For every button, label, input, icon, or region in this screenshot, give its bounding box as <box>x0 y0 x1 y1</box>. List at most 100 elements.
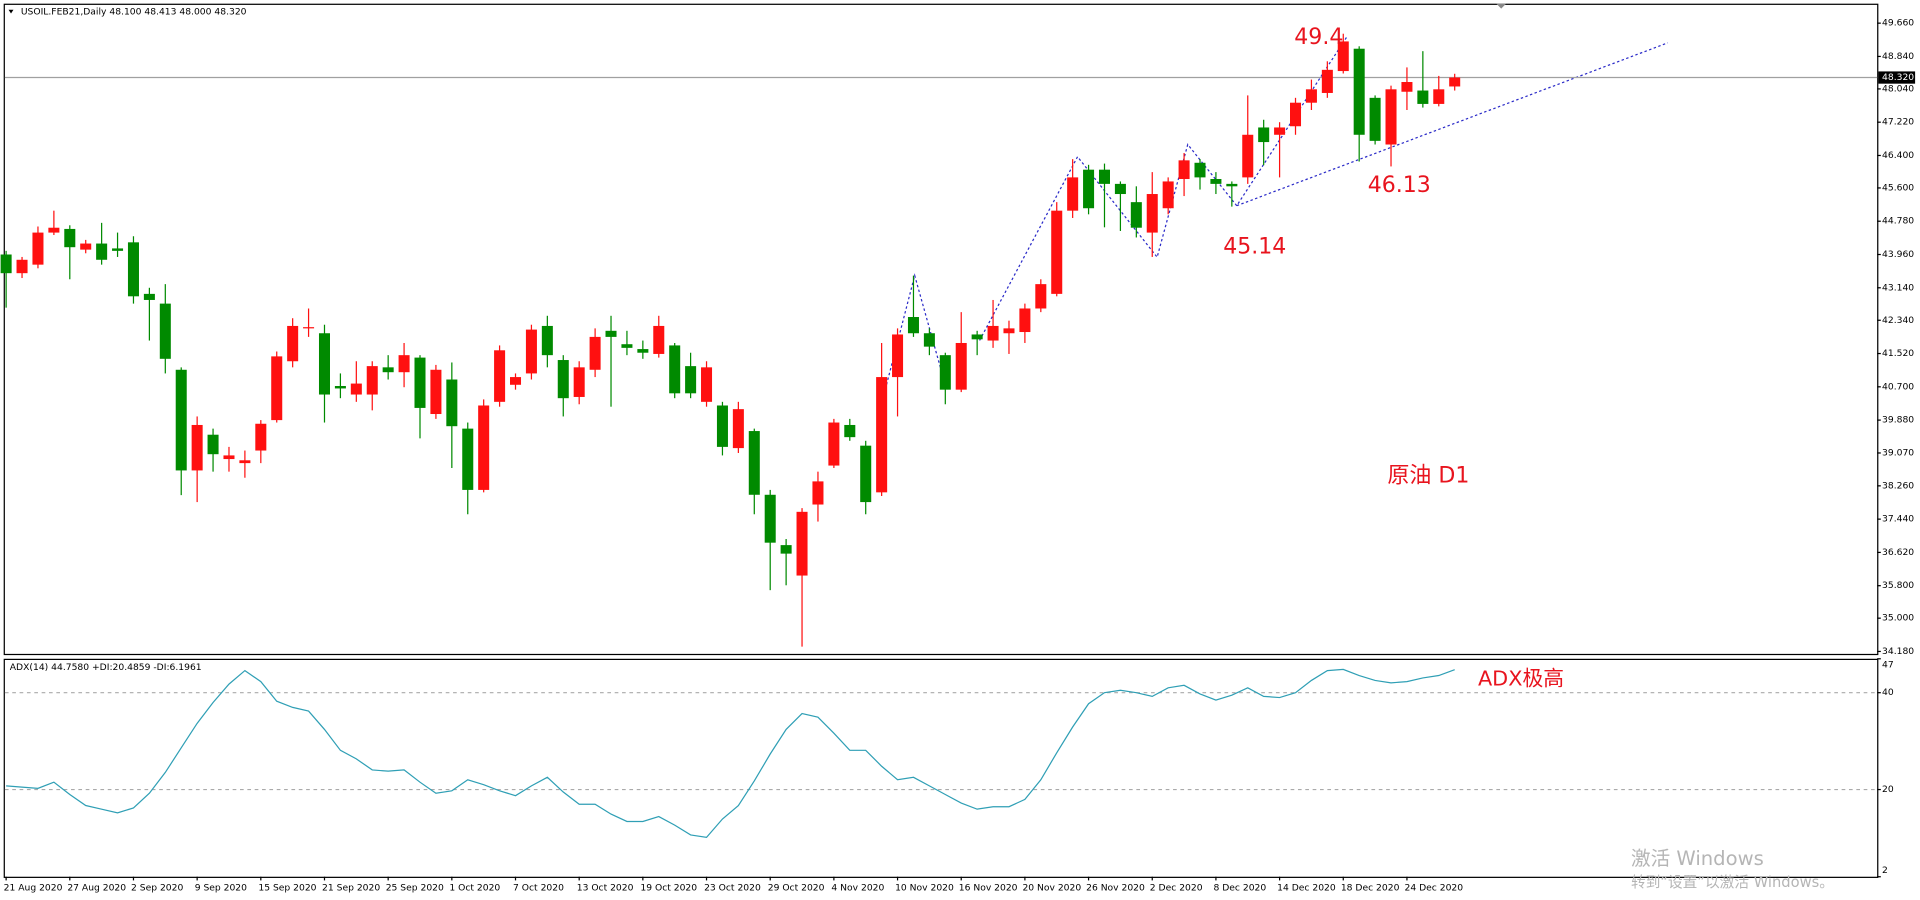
price-label-box <box>1878 71 1916 84</box>
candle-body <box>143 293 155 300</box>
candle-body <box>1258 127 1270 143</box>
candle-body <box>971 334 983 340</box>
x-tick-label: 20 Nov 2020 <box>1022 882 1081 893</box>
x-tick-label: 21 Aug 2020 <box>4 882 63 893</box>
candle-body <box>796 511 808 576</box>
candle-body <box>191 424 203 471</box>
candle-body <box>1290 102 1302 127</box>
y-tick-label: 36.620 <box>1882 547 1914 558</box>
candle-body <box>955 342 967 390</box>
price-label: 48.320 <box>1882 72 1914 83</box>
y-tick-label: 47.220 <box>1882 117 1914 128</box>
candle-body <box>64 228 76 248</box>
candle-body <box>1401 82 1413 92</box>
candle-body <box>1385 89 1397 145</box>
candle-body <box>685 366 697 394</box>
candle-body <box>1449 77 1461 87</box>
y-tick-label: 34.180 <box>1882 646 1914 657</box>
x-tick-label: 9 Sep 2020 <box>195 882 247 893</box>
x-tick-label: 1 Oct 2020 <box>449 882 500 893</box>
candle-body <box>1353 48 1365 135</box>
y-tick-label: 40 <box>1882 687 1894 698</box>
candle-body <box>1019 308 1031 333</box>
x-tick-label: 15 Sep 2020 <box>258 882 316 893</box>
y-tick-label: 39.070 <box>1882 447 1914 458</box>
candle-body <box>494 350 506 402</box>
candle-body <box>1114 183 1126 195</box>
candle-body <box>446 379 458 427</box>
candle-body <box>1083 169 1095 209</box>
candle-body <box>1337 41 1349 72</box>
candle-body <box>939 355 951 390</box>
candle-body <box>828 422 840 466</box>
candle-body <box>510 377 522 385</box>
candle-body <box>748 431 760 495</box>
candle-body <box>430 369 442 415</box>
candle-body <box>271 356 283 421</box>
candle-body <box>80 243 92 250</box>
y-tick-label: 41.520 <box>1882 348 1914 359</box>
candle-body <box>16 259 28 274</box>
y-tick-label: 45.600 <box>1882 182 1914 193</box>
candle-body <box>876 377 888 493</box>
candle-body <box>239 460 251 464</box>
candle-body <box>48 227 60 233</box>
candle-body <box>207 434 219 455</box>
candle-body <box>732 409 744 449</box>
y-tick-label: 38.260 <box>1882 480 1914 491</box>
main-panel-frame <box>3 3 1879 656</box>
y-tick-label: 35.800 <box>1882 580 1914 591</box>
candle-body <box>1178 160 1190 180</box>
candle-body <box>812 481 824 505</box>
candle-body <box>1433 89 1445 104</box>
candle-body <box>334 386 346 389</box>
candle-body <box>462 428 474 490</box>
y-tick-label: 40.700 <box>1882 381 1914 392</box>
candle-body <box>1194 162 1206 178</box>
candle-body <box>350 383 362 395</box>
y-tick-label: 47 <box>1882 659 1894 670</box>
candle-body <box>860 445 872 503</box>
candle-body <box>1242 134 1254 178</box>
x-tick-label: 18 Dec 2020 <box>1341 882 1400 893</box>
candle-body <box>1321 69 1333 93</box>
candle-body <box>32 232 44 265</box>
candle-body <box>1003 328 1015 334</box>
candle-body <box>303 327 315 329</box>
candle-body <box>589 336 601 370</box>
y-tick-label: 43.140 <box>1882 282 1914 293</box>
annotation: 49.4 <box>1294 25 1343 50</box>
y-tick-label: 48.040 <box>1882 83 1914 94</box>
candle-body <box>557 360 569 399</box>
candle-body <box>112 248 124 251</box>
y-tick-label: 49.660 <box>1882 18 1914 29</box>
candle-body <box>1162 181 1174 209</box>
menu-triangle <box>8 9 14 14</box>
y-tick-label: 20 <box>1882 784 1894 795</box>
x-tick-label: 25 Sep 2020 <box>386 882 444 893</box>
y-tick-label: 39.880 <box>1882 415 1914 426</box>
candle-body <box>1146 194 1158 233</box>
candle-body <box>637 349 649 353</box>
candle-body <box>987 325 999 341</box>
candle-body <box>1305 89 1317 103</box>
candle-body <box>223 455 235 460</box>
candle-body <box>1210 179 1222 184</box>
annotation: 原油 D1 <box>1387 463 1469 488</box>
candle-body <box>923 333 935 347</box>
watermark: 激活 Windows <box>1631 847 1764 870</box>
candle-body <box>1035 284 1047 309</box>
candle-body <box>96 243 108 260</box>
candle-body <box>716 405 728 447</box>
candle-body <box>1130 202 1142 228</box>
x-tick-label: 7 Oct 2020 <box>513 882 564 893</box>
y-tick-label: 42.340 <box>1882 315 1914 326</box>
x-tick-label: 14 Dec 2020 <box>1277 882 1336 893</box>
x-tick-label: 4 Nov 2020 <box>831 882 884 893</box>
candle-body <box>398 355 410 373</box>
x-tick-label: 29 Oct 2020 <box>768 882 825 893</box>
candle-body <box>0 254 12 274</box>
main-title: USOIL.FEB21,Daily 48.100 48.413 48.000 4… <box>21 7 247 18</box>
indicator-title: ADX(14) 44.7580 +DI:20.4859 -DI:6.1961 <box>10 662 202 673</box>
y-tick-label: 48.840 <box>1882 51 1914 62</box>
